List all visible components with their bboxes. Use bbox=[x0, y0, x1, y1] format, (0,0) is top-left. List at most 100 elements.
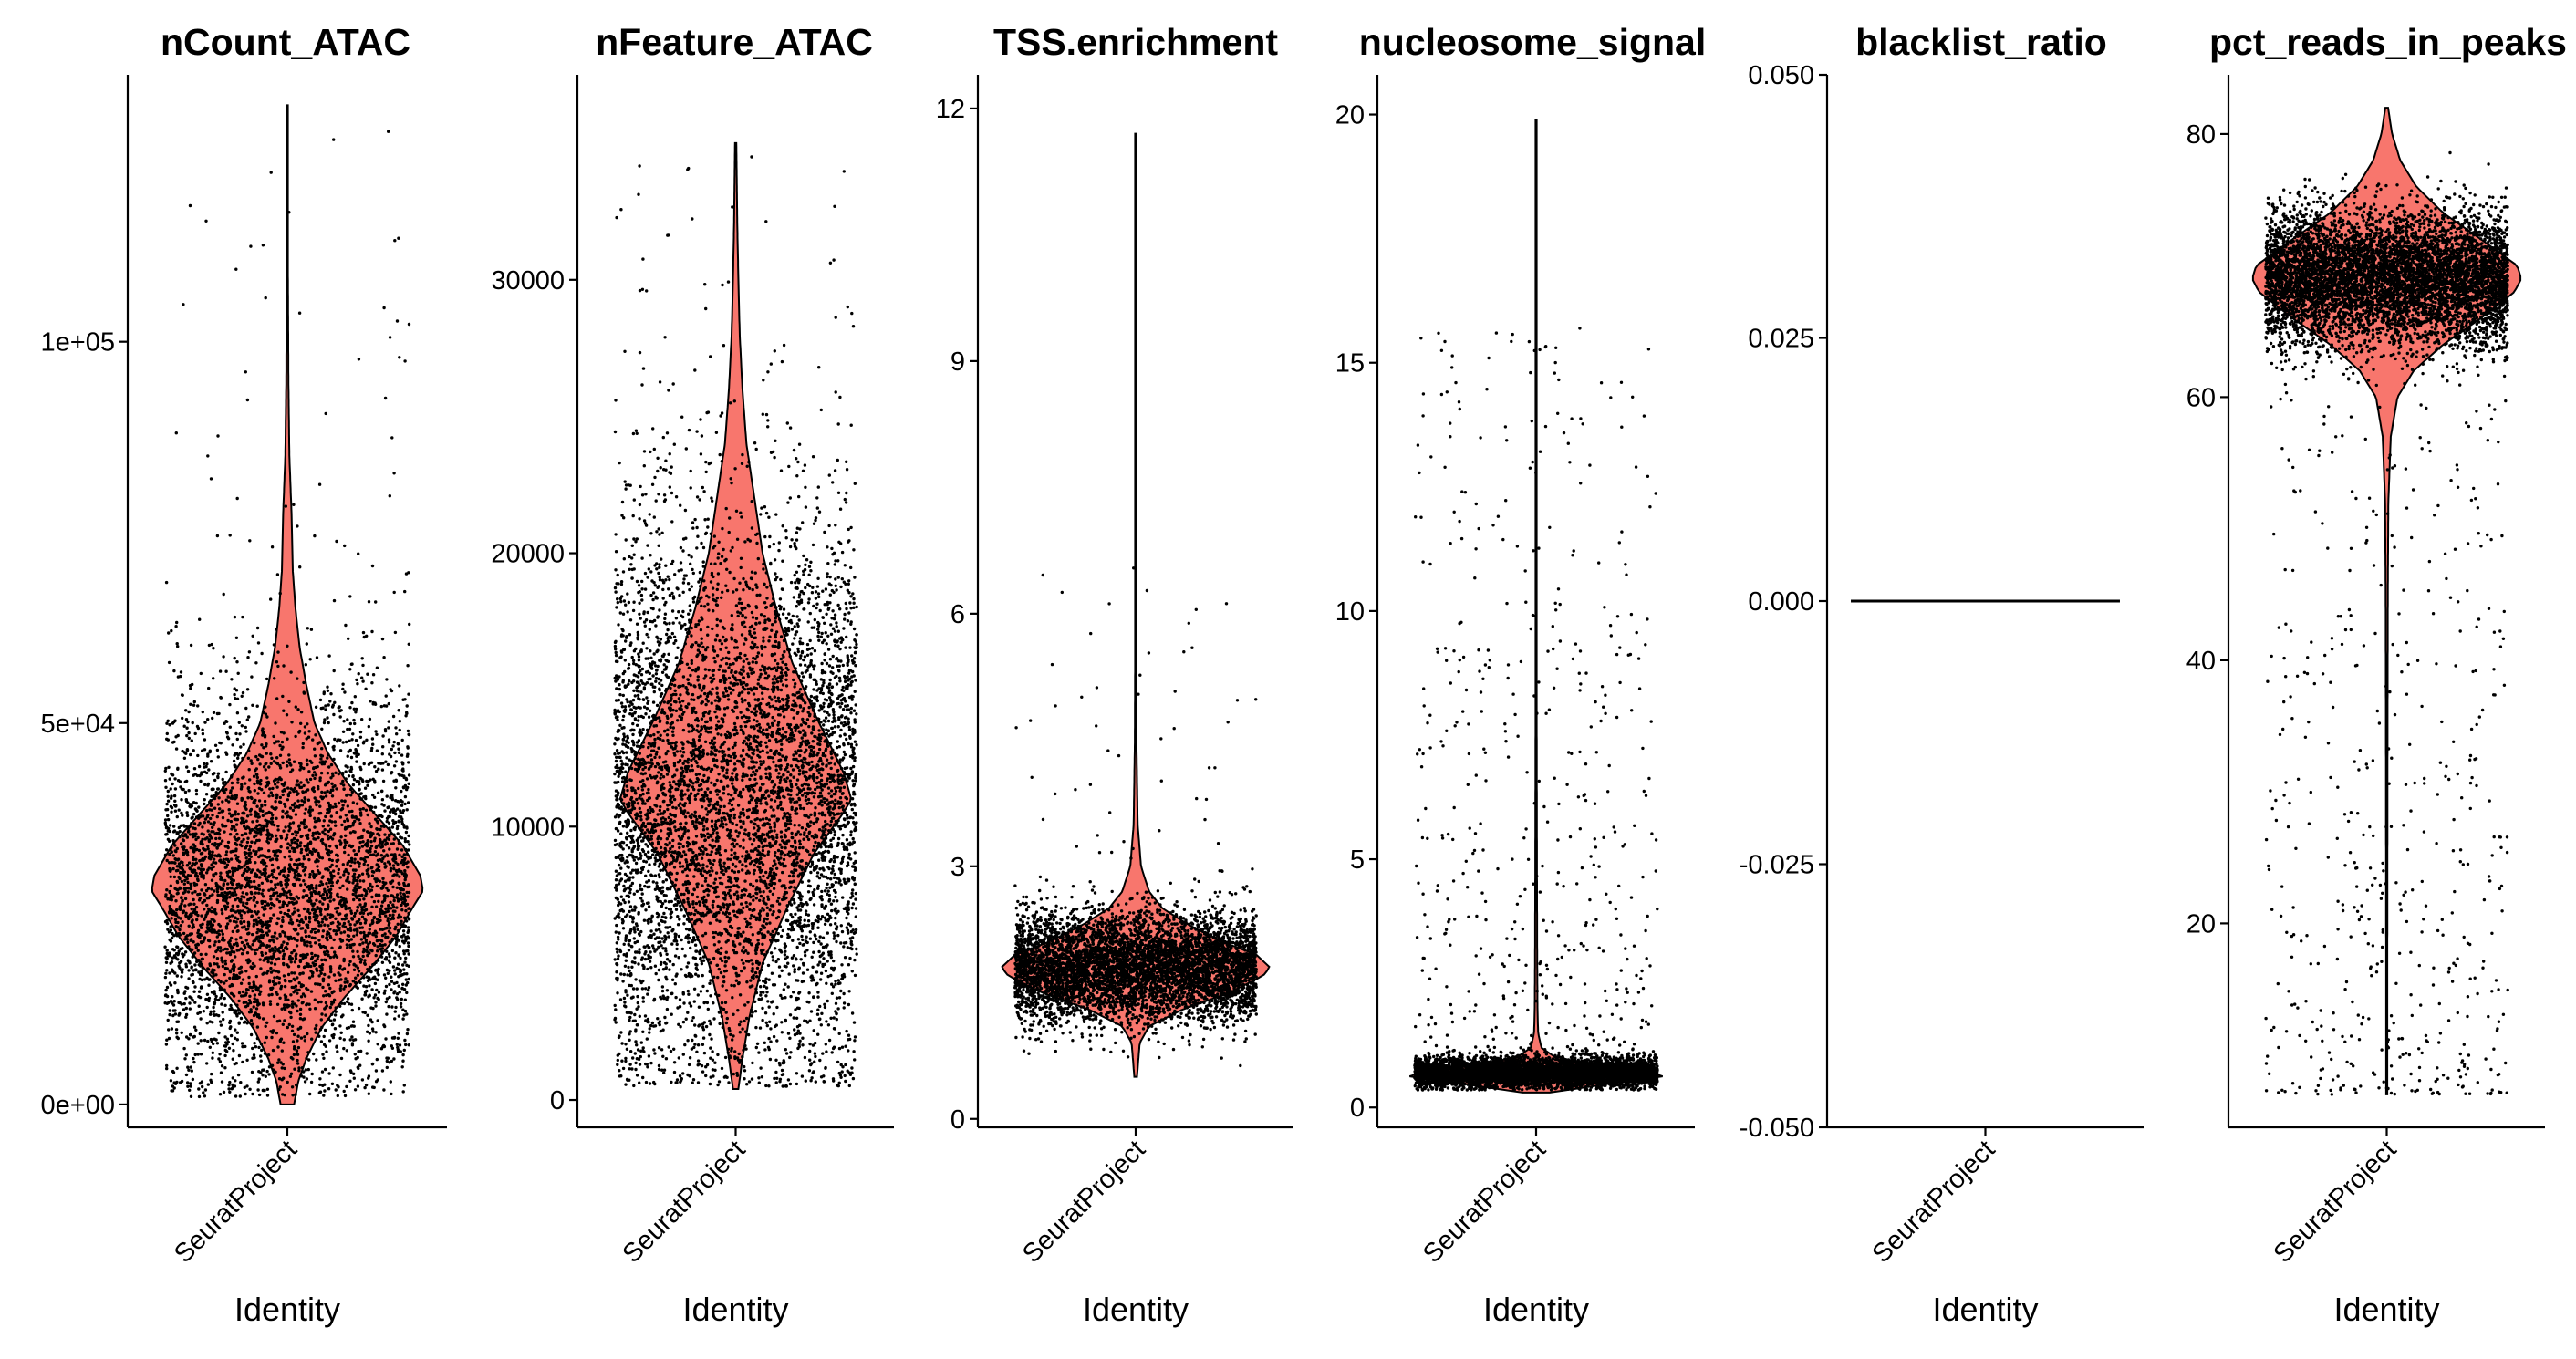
data-point bbox=[406, 664, 410, 668]
data-point bbox=[182, 851, 185, 855]
data-point bbox=[320, 958, 324, 962]
data-point bbox=[325, 847, 328, 851]
data-point bbox=[735, 842, 739, 846]
data-point bbox=[313, 936, 317, 940]
data-point bbox=[280, 740, 285, 744]
data-point bbox=[214, 973, 218, 977]
data-point bbox=[175, 879, 179, 884]
data-point bbox=[283, 984, 287, 989]
data-point bbox=[323, 952, 327, 957]
data-point bbox=[296, 1027, 300, 1031]
data-point bbox=[267, 874, 271, 877]
data-point bbox=[253, 993, 257, 997]
data-point bbox=[183, 834, 188, 837]
data-point bbox=[284, 998, 287, 1002]
data-point bbox=[266, 902, 270, 906]
data-point bbox=[251, 961, 255, 966]
data-point bbox=[264, 705, 267, 709]
data-point bbox=[368, 822, 371, 825]
data-point bbox=[377, 762, 380, 765]
data-point bbox=[377, 973, 380, 977]
data-point bbox=[352, 942, 356, 947]
data-point bbox=[295, 834, 298, 837]
data-point bbox=[357, 358, 361, 361]
data-point bbox=[171, 773, 175, 777]
data-point bbox=[279, 731, 284, 734]
data-point bbox=[231, 814, 234, 817]
data-point bbox=[252, 1013, 256, 1018]
data-point bbox=[274, 886, 277, 889]
data-point bbox=[203, 918, 206, 921]
data-point bbox=[187, 736, 191, 741]
data-point bbox=[341, 687, 345, 691]
data-point bbox=[293, 971, 296, 975]
data-point bbox=[240, 724, 244, 728]
data-point bbox=[327, 829, 330, 834]
data-point bbox=[286, 842, 290, 845]
data-point bbox=[302, 965, 306, 970]
data-point bbox=[272, 760, 276, 763]
data-point bbox=[397, 820, 400, 824]
data-point bbox=[282, 889, 286, 894]
data-point bbox=[383, 866, 387, 869]
data-point bbox=[206, 922, 210, 927]
data-point bbox=[360, 997, 364, 1001]
data-point bbox=[234, 854, 238, 857]
data-point bbox=[402, 901, 407, 906]
data-point bbox=[272, 806, 275, 811]
data-point bbox=[328, 819, 332, 823]
data-point bbox=[197, 990, 202, 993]
data-point bbox=[385, 1059, 389, 1063]
data-point bbox=[296, 1053, 300, 1056]
data-point bbox=[390, 853, 394, 856]
data-point bbox=[257, 815, 261, 819]
data-point bbox=[304, 848, 308, 852]
data-point bbox=[175, 846, 179, 851]
data-point bbox=[307, 884, 311, 888]
y-tick-label: 30000 bbox=[491, 266, 565, 296]
data-point bbox=[269, 970, 274, 974]
data-point bbox=[811, 455, 815, 459]
data-point bbox=[300, 1066, 305, 1070]
data-point bbox=[182, 845, 186, 849]
data-point bbox=[267, 980, 272, 984]
data-point bbox=[222, 1017, 225, 1022]
data-point bbox=[175, 908, 179, 912]
data-point bbox=[298, 960, 303, 964]
data-point bbox=[288, 1074, 293, 1079]
data-point bbox=[380, 798, 385, 802]
data-point bbox=[338, 815, 343, 819]
data-point bbox=[350, 1024, 355, 1028]
data-point bbox=[228, 919, 232, 923]
data-point bbox=[216, 998, 221, 1002]
data-point bbox=[328, 850, 333, 854]
data-point bbox=[296, 999, 300, 1002]
data-point bbox=[290, 951, 294, 955]
data-point bbox=[379, 825, 384, 828]
data-point bbox=[220, 1080, 224, 1084]
data-point bbox=[291, 1005, 295, 1009]
data-point bbox=[234, 267, 238, 271]
data-point bbox=[213, 772, 216, 775]
panels: nCount_ATAC0e+005e+041e+05SeuratProjectI… bbox=[41, 21, 2567, 1328]
data-point bbox=[166, 817, 171, 822]
data-point bbox=[166, 719, 170, 722]
data-point bbox=[315, 819, 319, 823]
data-point bbox=[352, 752, 357, 755]
data-point bbox=[306, 836, 310, 840]
data-point bbox=[252, 939, 255, 943]
data-point bbox=[210, 794, 213, 798]
data-point bbox=[213, 1010, 216, 1013]
data-point bbox=[401, 786, 406, 790]
data-point bbox=[279, 845, 283, 849]
data-point bbox=[318, 969, 323, 973]
data-point bbox=[404, 714, 408, 718]
data-point bbox=[167, 631, 171, 635]
data-point bbox=[297, 877, 301, 882]
data-point bbox=[241, 990, 245, 994]
data-point bbox=[265, 1021, 269, 1025]
data-point bbox=[170, 850, 173, 854]
data-point bbox=[394, 799, 398, 803]
data-point bbox=[252, 1005, 255, 1009]
data-point bbox=[172, 1086, 176, 1090]
